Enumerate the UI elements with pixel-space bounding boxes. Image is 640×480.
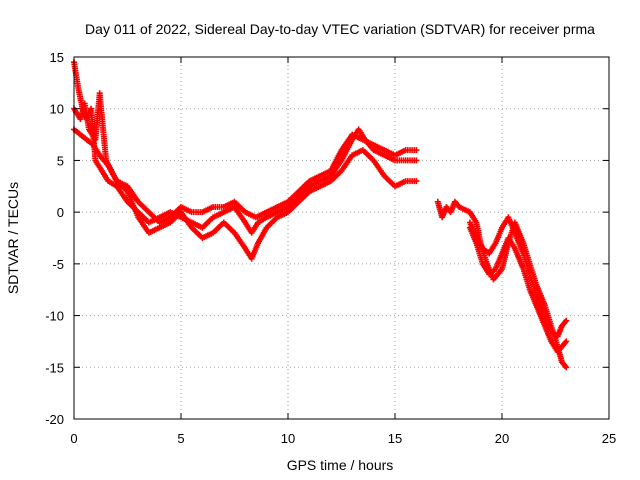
chart-title: Day 011 of 2022, Sidereal Day-to-day VTE… [85,21,595,37]
x-tick-label: 0 [70,431,77,446]
y-tick-label: 5 [57,153,64,168]
y-tick-label: -5 [52,257,64,272]
x-tick-label: 5 [177,431,184,446]
y-tick-label: 10 [50,102,64,117]
x-tick-label: 10 [281,431,295,446]
grid [74,57,609,419]
y-tick-label: -10 [45,309,64,324]
x-tick-label: 25 [602,431,616,446]
series-track-f [466,224,570,355]
axis-ticks: 0 5 10 15 20 25 -20 -15 -10 -5 0 5 10 15 [45,50,616,446]
y-axis-label: SDTVAR / TECUs [5,182,21,294]
y-tick-label: 0 [57,205,64,220]
y-tick-label: -20 [45,412,64,427]
data-series [71,59,570,371]
data-markers [466,214,570,340]
y-tick-label: -15 [45,360,64,375]
x-tick-label: 20 [495,431,509,446]
plot-frame [73,56,610,420]
x-axis-label: GPS time / hours [287,457,394,473]
x-tick-label: 15 [388,431,402,446]
data-markers [466,224,570,355]
y-tick-label: 15 [50,50,64,65]
series-track-e [466,214,570,340]
